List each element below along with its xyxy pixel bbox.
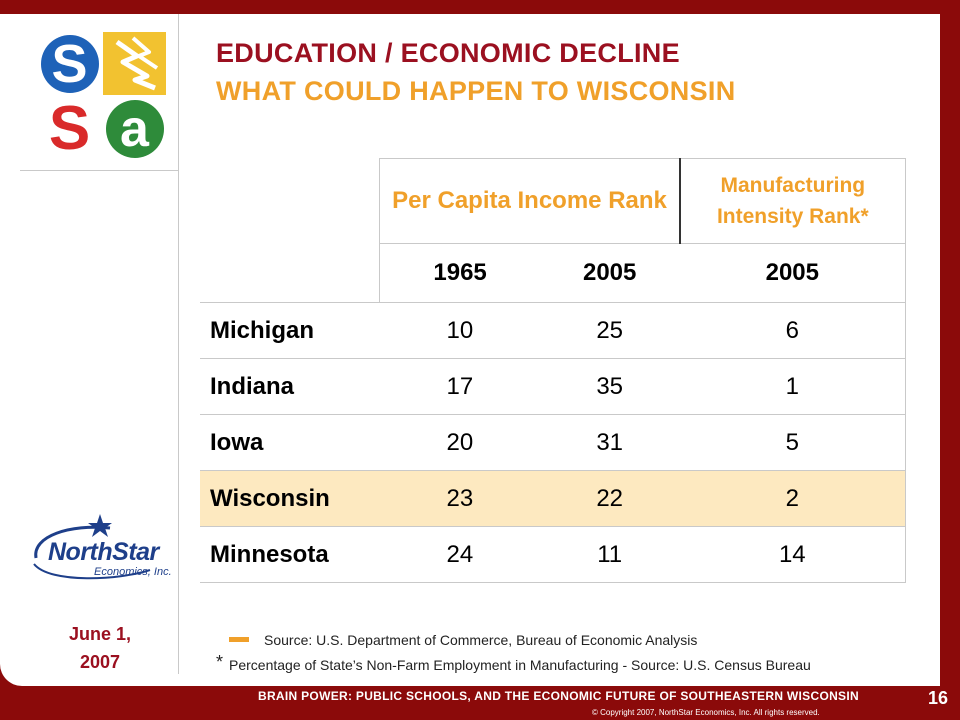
table-row: Iowa 20 31 5 bbox=[200, 414, 906, 471]
slide-title: EDUCATION / ECONOMIC DECLINE bbox=[216, 38, 680, 68]
state-name: Iowa bbox=[200, 414, 380, 471]
header-per-capita-income: Per Capita Income Rank bbox=[379, 158, 680, 244]
source-bullet bbox=[229, 637, 249, 642]
state-name: Minnesota bbox=[200, 526, 380, 583]
logo-letter-s-red: S bbox=[39, 97, 100, 159]
logo-cell-s-red: S bbox=[38, 97, 101, 160]
manufacturing-rank-2005: 5 bbox=[679, 414, 906, 471]
logo-cell-a-green: a bbox=[103, 97, 166, 160]
northstar-subtitle: Economics, Inc. bbox=[94, 566, 172, 578]
table-row: Minnesota 24 11 14 bbox=[200, 526, 906, 583]
table-year-row: 1965 2005 2005 bbox=[200, 243, 906, 303]
lightning-bolt-icon bbox=[115, 36, 159, 91]
page-number: 16 bbox=[928, 688, 949, 708]
footnote-text: Percentage of State’s Non-Farm Employmen… bbox=[229, 657, 811, 673]
northstar-wordmark: NorthStar bbox=[48, 538, 159, 566]
manufacturing-rank-2005: 14 bbox=[679, 526, 906, 583]
logo-cell-lightning bbox=[103, 32, 166, 95]
rank-table: Per Capita Income Rank Manufacturing Int… bbox=[200, 158, 906, 583]
income-rank-2005: 25 bbox=[539, 302, 680, 359]
table-year-corner bbox=[200, 244, 380, 303]
state-name: Michigan bbox=[200, 302, 380, 359]
date-line-2: 2007 bbox=[79, 652, 121, 672]
state-name: Wisconsin bbox=[200, 470, 380, 527]
state-name: Indiana bbox=[200, 358, 380, 415]
year-2005-income: 2005 bbox=[539, 243, 680, 303]
table-corner bbox=[200, 159, 380, 244]
income-rank-2005: 11 bbox=[539, 526, 680, 583]
logo-divider bbox=[20, 170, 178, 171]
table-row: Michigan 10 25 6 bbox=[200, 302, 906, 359]
table-row-highlighted: Wisconsin 23 22 2 bbox=[200, 470, 906, 527]
slide-subtitle: WHAT COULD HAPPEN TO WISCONSIN bbox=[216, 76, 736, 106]
income-rank-1965: 23 bbox=[379, 470, 540, 527]
table-row: Indiana 17 35 1 bbox=[200, 358, 906, 415]
manufacturing-rank-2005: 2 bbox=[679, 470, 906, 527]
ssa-logo: S S a bbox=[38, 32, 168, 162]
manufacturing-rank-2005: 1 bbox=[679, 358, 906, 415]
sidebar-divider bbox=[178, 14, 179, 674]
income-rank-1965: 20 bbox=[379, 414, 540, 471]
header-manufacturing-intensity: Manufacturing Intensity Rank* bbox=[678, 158, 906, 244]
income-rank-1965: 17 bbox=[379, 358, 540, 415]
year-2005-manufacturing: 2005 bbox=[679, 243, 906, 303]
footer-copyright: © Copyright 2007, NorthStar Economics, I… bbox=[592, 708, 820, 717]
northstar-logo: NorthStar Economics, Inc. bbox=[30, 514, 178, 584]
date-line-1: June 1, bbox=[68, 624, 132, 644]
source-note: Source: U.S. Department of Commerce, Bur… bbox=[264, 632, 698, 648]
logo-letter-s-blue: S bbox=[40, 34, 99, 93]
northstar-swoosh-icon bbox=[33, 514, 151, 580]
footer-title: BRAIN POWER: PUBLIC SCHOOLS, AND THE ECO… bbox=[258, 689, 859, 703]
income-rank-2005: 22 bbox=[539, 470, 680, 527]
income-rank-1965: 24 bbox=[379, 526, 540, 583]
logo-letter-a-green: a bbox=[105, 99, 164, 158]
year-1965: 1965 bbox=[379, 243, 540, 303]
income-rank-2005: 31 bbox=[539, 414, 680, 471]
income-rank-2005: 35 bbox=[539, 358, 680, 415]
logo-cell-s-blue: S bbox=[38, 32, 101, 95]
presentation-date: June 1, 2007 bbox=[40, 620, 160, 676]
income-rank-1965: 10 bbox=[379, 302, 540, 359]
footnote-marker: * bbox=[216, 652, 224, 672]
table-header-row: Per Capita Income Rank Manufacturing Int… bbox=[200, 158, 906, 244]
manufacturing-rank-2005: 6 bbox=[679, 302, 906, 359]
